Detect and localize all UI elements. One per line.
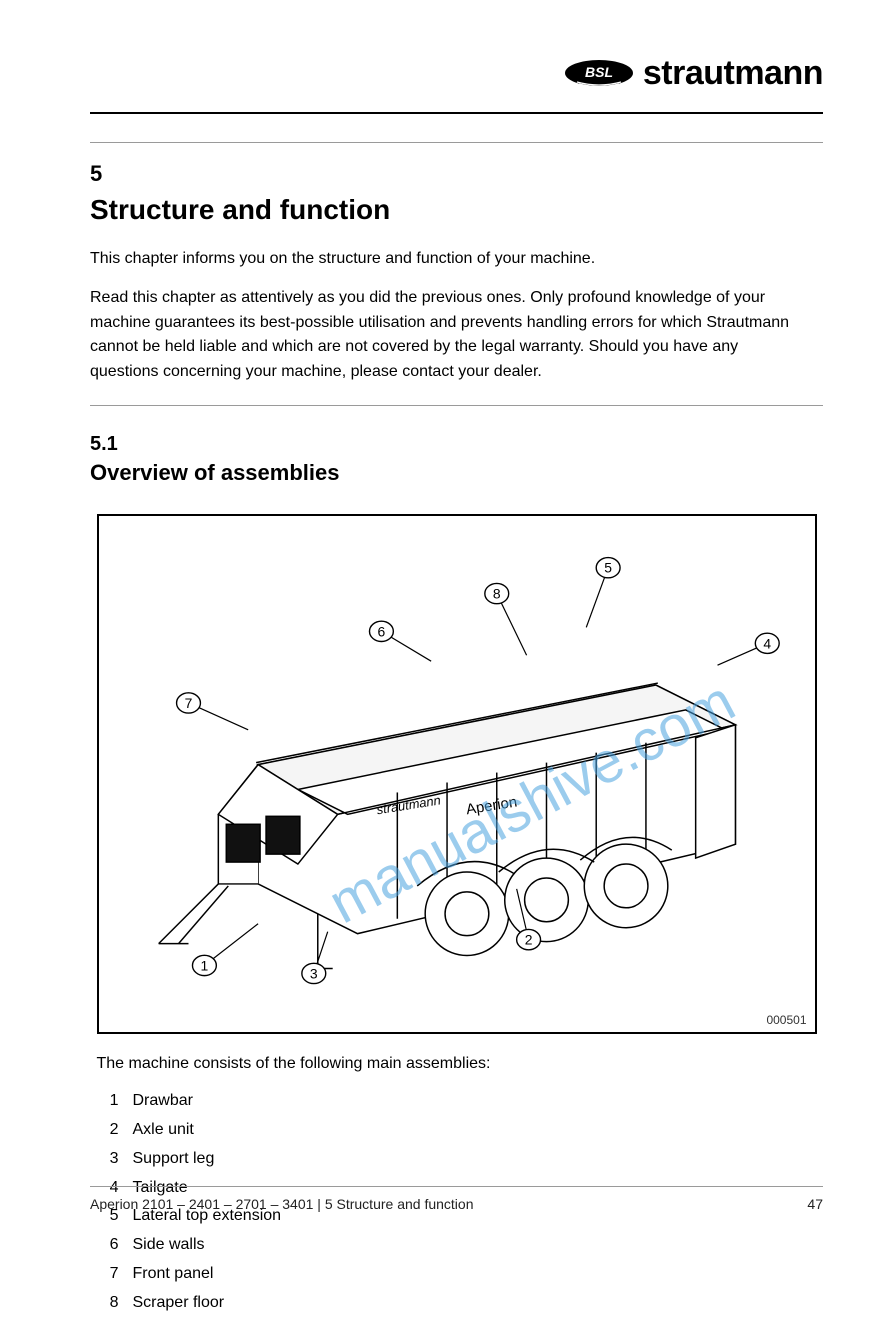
callout-number: 1: [200, 958, 208, 974]
parts-item-label: Drawbar: [133, 1087, 193, 1116]
callout-number: 2: [524, 932, 532, 948]
page: BSL strautmann 5 Structure and function …: [0, 0, 893, 1263]
parts-item-label: Scraper floor: [133, 1289, 225, 1318]
subsection-title: Overview of assemblies: [90, 460, 823, 486]
chapter-title: Structure and function: [90, 193, 823, 227]
callout-number: 3: [309, 966, 317, 982]
parts-lead: The machine consists of the following ma…: [97, 1052, 817, 1077]
footer-page-number: 47: [807, 1197, 823, 1211]
callout-number: 7: [184, 695, 192, 711]
brand-badge-icon: BSL: [563, 58, 635, 88]
parts-item-label: Side walls: [133, 1231, 205, 1260]
parts-list-item: 3 Support leg: [97, 1145, 817, 1174]
trailer-illustration: strautmann Aperion manualshive.com 12345…: [99, 516, 815, 1033]
parts-item-number: 7: [97, 1260, 119, 1289]
intro-p1: This chapter informs you on the structur…: [90, 247, 810, 272]
intro-text: This chapter informs you on the structur…: [90, 247, 810, 385]
callout-number: 6: [377, 624, 385, 640]
parts-list-item: 1 Drawbar: [97, 1087, 817, 1116]
parts-item-number: 3: [97, 1145, 119, 1174]
parts-list-item: 2 Axle unit: [97, 1116, 817, 1145]
parts-item-label: Support leg: [133, 1145, 215, 1174]
parts-block: The machine consists of the following ma…: [97, 1052, 817, 1317]
brand-badge-text: BSL: [585, 64, 613, 80]
page-footer: Aperion 2101 – 2401 – 2701 – 3401 | 5 St…: [90, 1186, 823, 1211]
brand-name: strautmann: [643, 56, 823, 90]
figure-id: 000501: [766, 1014, 806, 1026]
parts-item-number: 1: [97, 1087, 119, 1116]
brand-block: BSL strautmann: [563, 56, 823, 90]
subsection-number: 5.1: [90, 432, 823, 456]
parts-list-item: 8 Scraper floor: [97, 1289, 817, 1318]
callout-number: 4: [763, 636, 771, 652]
parts-item-number: 8: [97, 1289, 119, 1318]
rule-above-heading: [90, 142, 823, 143]
chapter-number: 5: [90, 161, 823, 187]
header-rule: [90, 112, 823, 114]
section-block: 5 Structure and function This chapter in…: [90, 142, 823, 486]
page-header: BSL strautmann: [90, 56, 823, 114]
rule-below-intro: [90, 405, 823, 406]
parts-list-item: 7 Front panel: [97, 1260, 817, 1289]
parts-item-number: 6: [97, 1231, 119, 1260]
footer-rule: [90, 1186, 823, 1187]
callout-number: 8: [492, 586, 500, 602]
callout-number: 5: [604, 560, 612, 576]
footer-left: Aperion 2101 – 2401 – 2701 – 3401 | 5 St…: [90, 1197, 473, 1211]
parts-list-item: 6 Side walls: [97, 1231, 817, 1260]
parts-item-number: 2: [97, 1116, 119, 1145]
intro-p2: Read this chapter as attentively as you …: [90, 286, 810, 385]
figure-frame: strautmann Aperion manualshive.com 12345…: [97, 514, 817, 1034]
parts-item-label: Front panel: [133, 1260, 214, 1289]
parts-item-label: Axle unit: [133, 1116, 194, 1145]
